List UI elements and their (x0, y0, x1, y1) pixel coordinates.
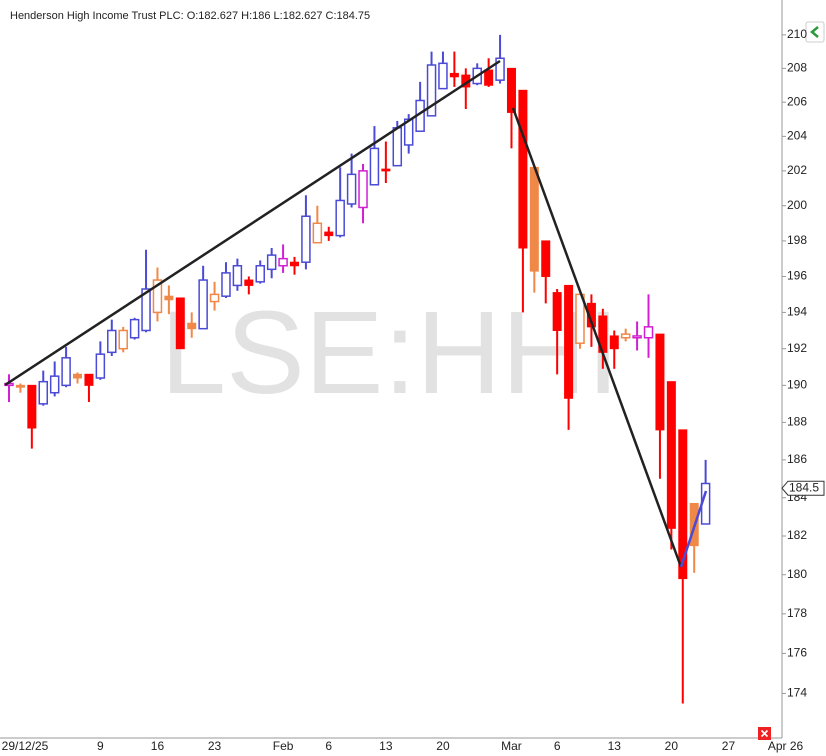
candle-body (232, 265, 243, 287)
candle-body (324, 231, 334, 237)
y-tick-label: 210 (787, 27, 807, 41)
last-price-flag (781, 480, 825, 496)
y-tick-label: 174 (787, 686, 807, 700)
candle-body (552, 292, 562, 331)
candle-body (312, 222, 323, 244)
x-tick-label: 29/12/25 (2, 739, 49, 753)
candle-body (484, 69, 494, 86)
candle-body (61, 357, 71, 387)
candle-body (449, 72, 459, 78)
candle-body (198, 279, 208, 330)
candle-body (95, 353, 106, 379)
x-tick-label: Feb (273, 739, 294, 753)
y-tick-label: 176 (787, 646, 807, 660)
y-tick-label: 200 (787, 198, 807, 212)
y-tick-label: 208 (787, 61, 807, 75)
candle-body (655, 333, 665, 431)
candle-body (403, 118, 414, 146)
candle-body (586, 302, 596, 328)
y-tick-label: 196 (787, 269, 807, 283)
candle-body (209, 293, 220, 303)
candle-body (632, 335, 642, 339)
y-tick-label: 198 (787, 233, 807, 247)
candle-body (73, 373, 83, 379)
y-tick-label: 188 (787, 415, 807, 429)
y-tick-label: 190 (787, 378, 807, 392)
candle-body (678, 429, 688, 580)
x-tick-label: 20 (436, 739, 450, 753)
candle-body (392, 127, 403, 167)
candle-body (381, 168, 391, 172)
x-tick-label: 6 (554, 739, 561, 753)
candle-body (369, 147, 380, 186)
y-tick-label: 206 (787, 94, 807, 108)
trend-line (679, 490, 708, 568)
x-tick-label: 9 (97, 739, 104, 753)
x-tick-label: 13 (379, 739, 393, 753)
candle-body (278, 257, 288, 267)
candle-body (27, 384, 37, 429)
candle-body (152, 279, 163, 314)
candle-body (426, 64, 437, 117)
y-tick-label: 186 (787, 452, 807, 466)
y-tick-label: 204 (787, 129, 807, 143)
collapse-icon (810, 26, 819, 38)
candle-body (620, 333, 631, 339)
candle-body (346, 173, 357, 205)
y-tick-label: 182 (787, 528, 807, 542)
candle-body (107, 329, 117, 354)
x-tick-label: Mar (501, 739, 522, 753)
candle-body (666, 381, 676, 529)
candle-body (118, 329, 128, 350)
candle-body (141, 288, 151, 332)
x-tick-label: Apr 26 (768, 739, 804, 753)
candle-body (290, 261, 299, 267)
candle-body (129, 318, 140, 339)
candle-body (255, 265, 265, 283)
candle-body (518, 89, 528, 249)
y-tick-label: 178 (787, 606, 807, 620)
x-tick-label: 13 (608, 739, 622, 753)
x-tick-label: 23 (208, 739, 222, 753)
candle-body (84, 373, 94, 386)
x-tick-label: 16 (151, 739, 165, 753)
y-tick-label: 192 (787, 341, 807, 355)
candle-body (49, 375, 60, 394)
candle-body (335, 199, 345, 237)
y-tick-label: 202 (787, 163, 807, 177)
candle-body (187, 322, 197, 330)
chart-title: Henderson High Income Trust PLC: O:182.6… (10, 10, 370, 22)
candle-body (506, 67, 516, 113)
candle-body (38, 380, 49, 405)
last-price-label: 184.5 (789, 480, 819, 494)
candle-body (221, 272, 231, 297)
candle-body (609, 335, 619, 350)
candle-body (495, 57, 505, 81)
x-tick-label: 27 (722, 739, 736, 753)
y-tick-label: 194 (787, 305, 807, 319)
candle-body (564, 284, 574, 399)
close-icon (760, 729, 769, 738)
trend-line (4, 59, 501, 387)
candle-body (15, 384, 25, 388)
watermark: LSE:HHI (160, 287, 619, 419)
candle-body (529, 166, 539, 272)
candle-body (244, 279, 254, 286)
x-tick-label: 20 (665, 739, 679, 753)
candle-body (266, 254, 277, 271)
candle-body (164, 295, 174, 301)
candle-body (541, 240, 551, 277)
x-tick-label: 6 (325, 739, 332, 753)
trend-line (511, 107, 683, 568)
candle-body (301, 215, 311, 263)
candle-body (438, 62, 448, 90)
candle-body (358, 170, 368, 209)
candle-body (643, 326, 654, 339)
collapse-button[interactable] (805, 21, 825, 43)
y-tick-label: 180 (787, 567, 807, 581)
candle-body (175, 297, 185, 350)
